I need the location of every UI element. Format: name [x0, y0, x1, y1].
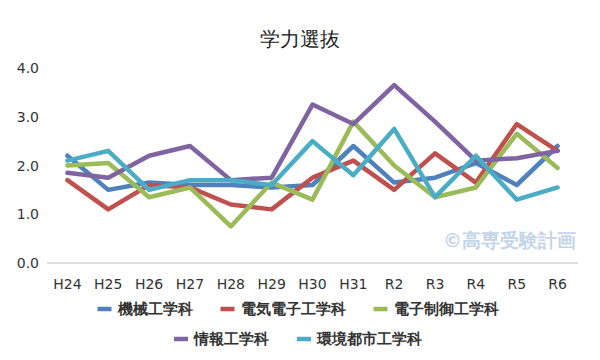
legend-label: 機械工学科 [117, 300, 193, 318]
legend-label: 電気電子工学科 [241, 300, 346, 318]
tick-mark [44, 116, 47, 117]
series-line [67, 122, 557, 227]
plot-area [67, 85, 557, 226]
x-tick-label: H30 [298, 276, 326, 292]
x-tick-label: H28 [217, 276, 245, 292]
legend-label: 情報工学科 [193, 330, 269, 348]
x-tick-label: H31 [339, 276, 367, 292]
x-tick-label: H27 [176, 276, 204, 292]
x-tick-label: R2 [385, 276, 404, 292]
legend-swatch [174, 337, 188, 342]
y-tick-label: 0.0 [17, 255, 39, 271]
x-tick-label: H24 [53, 276, 81, 292]
legend-swatch [221, 307, 235, 312]
y-tick-label: 3.0 [17, 109, 39, 125]
legend-label: 環境都市工学科 [316, 330, 422, 348]
y-tick-label: 1.0 [17, 206, 39, 222]
legend-label: 電子制御工学科 [394, 300, 499, 318]
x-tick-label: R4 [467, 276, 486, 292]
series-line [67, 129, 557, 200]
x-tick-label: H26 [135, 276, 163, 292]
tick-mark [44, 68, 47, 69]
chart: 学力選抜 0.0 1.0 2.0 3.0 4.0 H24 H25 H26 H27 H28 H29 H30… [0, 0, 600, 360]
x-tick-label: R5 [507, 276, 526, 292]
legend-swatch [297, 337, 311, 342]
legend-swatch [98, 307, 112, 312]
x-tick-label: R6 [548, 276, 567, 292]
x-tick-label: H25 [94, 276, 122, 292]
x-tick-label: R3 [426, 276, 445, 292]
y-tick-label: 2.0 [17, 158, 39, 174]
watermark: ©高専受験計画 [443, 229, 576, 251]
tick-mark [44, 165, 47, 166]
legend-swatch [374, 307, 388, 312]
tick-mark [44, 263, 47, 264]
x-tick-label: H29 [257, 276, 285, 292]
x-axis [47, 263, 578, 264]
y-tick-label: 4.0 [17, 60, 39, 76]
tick-mark [44, 214, 47, 215]
title: 学力選抜 [260, 27, 340, 51]
